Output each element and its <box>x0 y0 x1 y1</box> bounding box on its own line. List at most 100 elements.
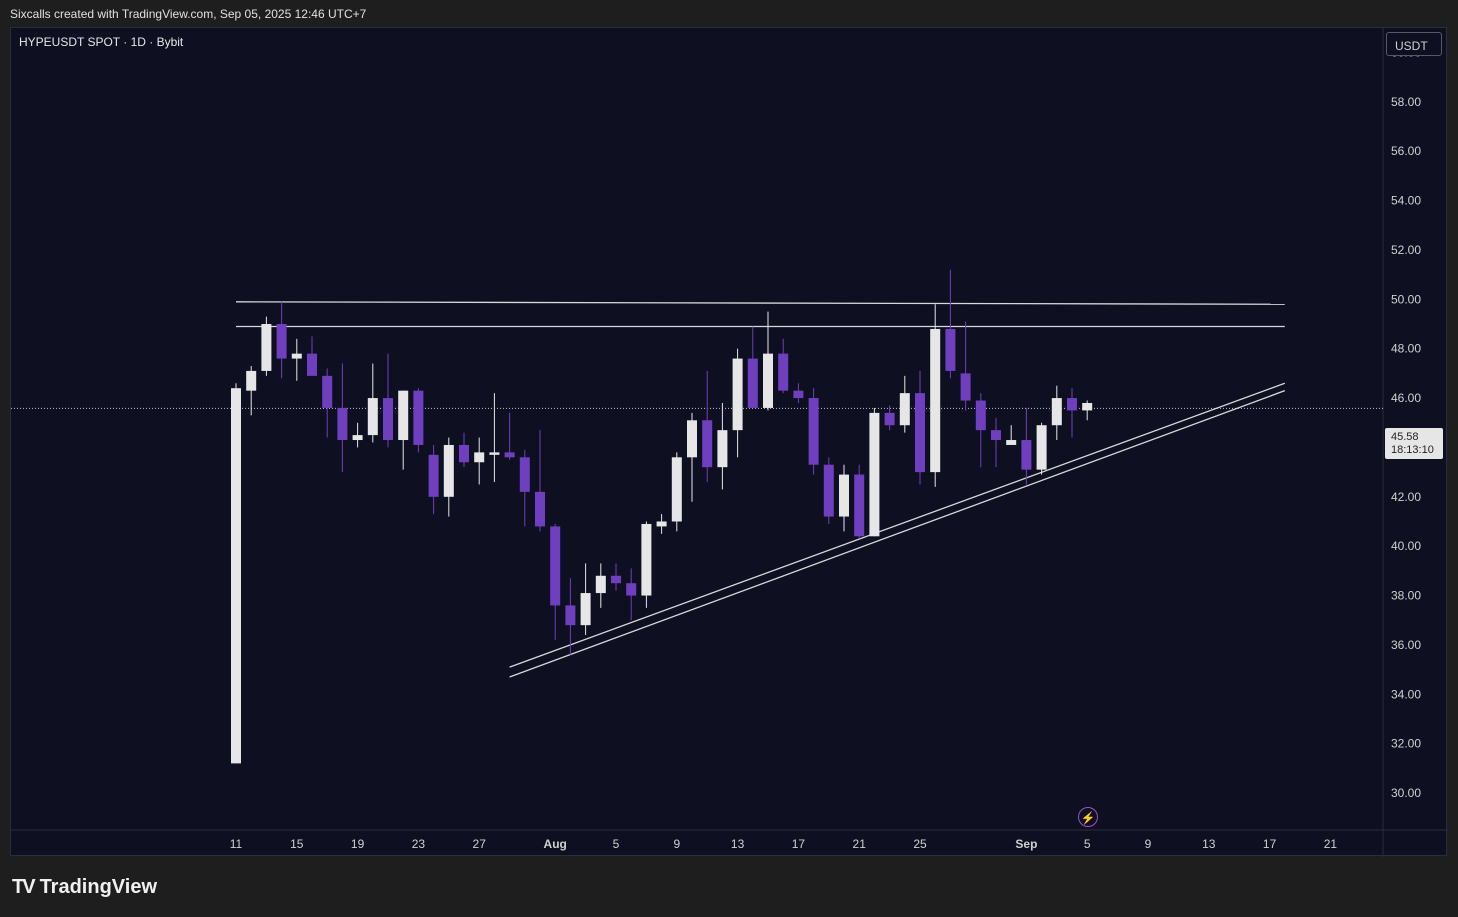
candle-body <box>839 474 849 517</box>
candle-body <box>504 452 515 458</box>
candles-group <box>231 269 1093 764</box>
candle-body <box>398 390 409 441</box>
x-tick-label: 25 <box>913 837 927 851</box>
candle-body <box>291 353 302 359</box>
candle-body <box>930 328 941 473</box>
tradingview-mark-icon: TV <box>12 876 36 898</box>
candle-body <box>307 353 317 376</box>
y-tick-label: 32.00 <box>1391 737 1421 751</box>
candle-body <box>231 388 241 764</box>
y-tick-label: 52.00 <box>1391 243 1421 257</box>
x-tick-label: 21 <box>1324 837 1338 851</box>
y-tick-label: 46.00 <box>1391 391 1421 405</box>
y-tick-label: 36.00 <box>1391 638 1421 652</box>
candle-body <box>793 390 804 399</box>
x-tick-label: 19 <box>351 837 365 851</box>
candle-body <box>1036 425 1047 470</box>
candle-body <box>1006 440 1017 445</box>
candle-body <box>823 464 834 517</box>
candle-body <box>337 407 348 441</box>
candle-body <box>550 526 561 606</box>
candle-body <box>991 430 1001 441</box>
candle-body <box>869 412 880 537</box>
x-tick-label: 5 <box>1084 837 1091 851</box>
candle-body <box>595 575 606 594</box>
x-tick-label: 23 <box>412 837 426 851</box>
trendlines-group <box>11 301 1383 678</box>
candle-body <box>443 444 454 497</box>
x-tick-label: 17 <box>1263 837 1277 851</box>
candle-body <box>808 398 819 465</box>
candle-body <box>276 324 287 359</box>
y-tick-label: 38.00 <box>1391 589 1421 603</box>
candle-body <box>519 457 530 492</box>
candle-body <box>261 324 272 371</box>
candle-body <box>1021 440 1032 470</box>
y-tick-label: 48.00 <box>1391 342 1421 356</box>
candle-body <box>322 375 333 408</box>
candle-body <box>884 412 895 426</box>
x-tick-label: 13 <box>1202 837 1216 851</box>
candle-body <box>899 393 910 426</box>
candle-body <box>915 393 925 473</box>
x-tick-label: 9 <box>673 837 680 851</box>
candle-body <box>778 353 789 391</box>
y-tick-label: 54.00 <box>1391 194 1421 208</box>
y-tick-label: 34.00 <box>1391 687 1421 701</box>
candle-body <box>246 370 257 391</box>
candle-body <box>367 398 378 436</box>
candlestick-chart[interactable]: 30.0032.0034.0036.0038.0040.0042.0044.00… <box>11 28 1448 857</box>
candle-body <box>702 420 713 468</box>
candle-body <box>428 454 439 497</box>
candle-body <box>580 593 591 626</box>
chart-panel[interactable]: 30.0032.0034.0036.0038.0040.0042.0044.00… <box>10 27 1448 857</box>
candle-body <box>383 398 393 441</box>
candle-body <box>960 373 971 401</box>
bar-countdown: 18:13:10 <box>1391 444 1434 456</box>
x-tick-label: 27 <box>473 837 487 851</box>
candle-body <box>1082 403 1093 411</box>
axes-group: 30.0032.0034.0036.0038.0040.0042.0044.00… <box>11 28 1448 857</box>
chart-header-caption: Sixcalls created with TradingView.com, S… <box>10 7 367 21</box>
candle-body <box>656 521 667 527</box>
x-tick-label: Aug <box>544 837 567 851</box>
y-tick-label: 40.00 <box>1391 539 1421 553</box>
candle-body <box>474 452 485 463</box>
symbol-label[interactable]: HYPEUSDT SPOT · 1D · Bybit <box>19 35 184 49</box>
candle-body <box>641 523 652 596</box>
candle-body <box>747 358 758 408</box>
y-tick-label: 50.00 <box>1391 292 1421 306</box>
candle-body <box>352 435 363 441</box>
candle-body <box>945 328 956 371</box>
y-tick-label: 56.00 <box>1391 144 1421 158</box>
lightning-icon[interactable]: ⚡ <box>1078 807 1098 827</box>
candle-body <box>535 491 545 527</box>
candle-body <box>671 457 682 522</box>
x-tick-label: 13 <box>731 837 745 851</box>
y-tick-label: 58.00 <box>1391 95 1421 109</box>
tradingview-logo[interactable]: TV TradingView <box>12 876 157 899</box>
candle-body <box>626 583 637 596</box>
last-price-value: 45.58 <box>1391 431 1419 443</box>
x-tick-label: 15 <box>290 837 304 851</box>
candle-body <box>413 390 424 445</box>
candle-body <box>565 605 576 626</box>
last-price-tag: 45.58 18:13:10 <box>1385 428 1443 459</box>
x-tick-label: 11 <box>230 837 243 851</box>
candle-body <box>1067 398 1077 411</box>
trendline-support-upper <box>509 382 1286 668</box>
x-tick-label: 21 <box>853 837 867 851</box>
candle-body <box>1051 398 1062 426</box>
x-tick-label: 17 <box>792 837 806 851</box>
currency-button[interactable]: USDT <box>1386 32 1442 56</box>
candle-body <box>975 400 986 431</box>
candle-body <box>611 575 621 584</box>
x-tick-label: 9 <box>1145 837 1152 851</box>
trendline-support-lower <box>509 390 1286 678</box>
candle-body <box>459 444 469 463</box>
x-tick-label: Sep <box>1015 837 1037 851</box>
candle-body <box>763 353 773 408</box>
candle-body <box>717 430 728 468</box>
candle-body <box>854 474 865 537</box>
tradingview-wordmark: TradingView <box>39 876 158 898</box>
